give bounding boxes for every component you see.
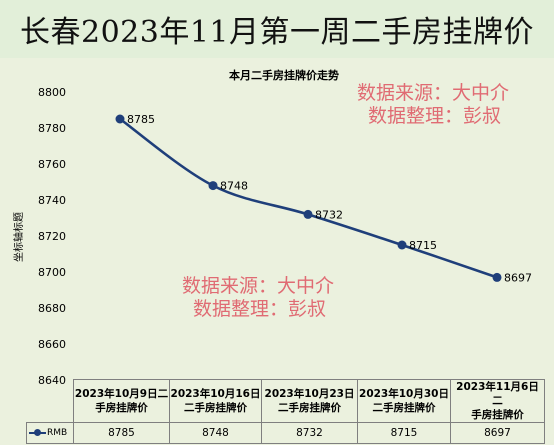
category-header: 2023年11月6日二 手房挂牌价: [450, 379, 545, 423]
data-label: 8785: [127, 113, 155, 126]
data-point: [303, 209, 313, 219]
y-tick-label: 8780: [38, 122, 66, 135]
legend-label: RMB: [47, 428, 68, 438]
y-tick-label: 8740: [38, 194, 66, 207]
value-cell: 8697: [450, 422, 545, 444]
data-points: [115, 114, 502, 282]
data-label: 8748: [220, 180, 248, 193]
data-table-value-row: RMB 8785 8748 8732 8715 8697: [26, 422, 545, 444]
data-label: 8732: [315, 208, 343, 221]
y-tick-label: 8760: [38, 158, 66, 171]
category-header: 2023年10月16日 二手房挂牌价: [169, 379, 262, 423]
watermark-top: 数据来源：大中介 数据整理：彭叔: [357, 82, 509, 128]
legend-line-icon: [29, 428, 46, 436]
category-header: 2023年10月23日 二手房挂牌价: [261, 379, 358, 423]
data-labels: 8785 8748 8732 8715 8697: [127, 113, 532, 284]
category-header: 2023年10月30日 二手房挂牌价: [357, 379, 451, 423]
watermark-source: 数据来源：大中介: [357, 82, 510, 104]
value-cell: 8715: [357, 422, 451, 444]
data-table-corner: [26, 379, 74, 423]
y-axis-title: 坐标轴标题: [12, 212, 25, 262]
watermark-editor: 数据整理：彭叔: [368, 105, 502, 127]
y-tick-label: 8660: [38, 338, 66, 351]
data-point: [208, 181, 218, 191]
value-cell: 8748: [169, 422, 262, 444]
title-banner: 长春2023年11月第一周二手房挂牌价: [0, 0, 554, 58]
series-line-rmb: [119, 117, 498, 279]
y-tick-label: 8680: [38, 302, 66, 315]
value-cell: 8785: [73, 422, 170, 444]
watermark-source: 数据来源：大中介: [182, 275, 335, 297]
legend-key: RMB: [26, 422, 74, 444]
data-label: 8697: [504, 271, 532, 284]
value-cell: 8732: [261, 422, 358, 444]
y-tick-label: 8720: [38, 230, 66, 243]
data-point: [115, 114, 125, 124]
data-point: [492, 272, 502, 282]
chart-title: 本月二手房挂牌价走势: [229, 68, 339, 82]
data-table: 2023年10月9日二 手房挂牌价 2023年10月16日 二手房挂牌价 2023年…: [26, 379, 545, 444]
watermark-editor: 数据整理：彭叔: [193, 298, 327, 320]
data-table-header-row: 2023年10月9日二 手房挂牌价 2023年10月16日 二手房挂牌价 2023年…: [26, 379, 545, 423]
y-tick-label: 8800: [38, 86, 66, 99]
category-header: 2023年10月9日二 手房挂牌价: [73, 379, 170, 423]
watermark-bottom: 数据来源：大中介 数据整理：彭叔: [182, 275, 334, 321]
data-point: [397, 240, 407, 250]
y-tick-label: 8700: [38, 266, 66, 279]
page-title: 长春2023年11月第一周二手房挂牌价: [19, 15, 535, 50]
data-label: 8715: [409, 239, 437, 252]
